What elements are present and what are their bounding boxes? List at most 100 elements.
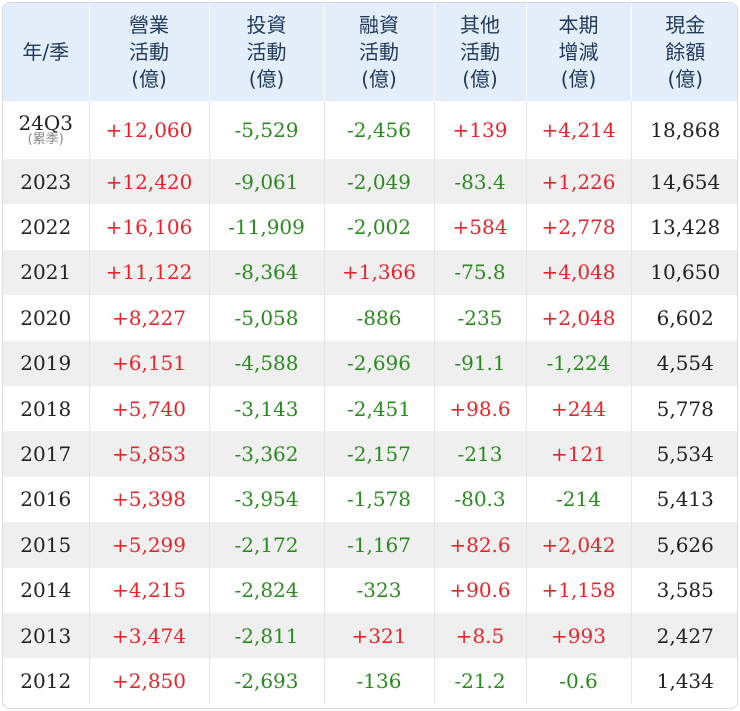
table-row: 2019 +6,151 -4,588 -2,696 -91.1 -1,224 4,554	[3, 340, 737, 386]
table-row: 2015 +5,299 -2,172 -1,167 +82.6 +2,042 5,626	[3, 522, 737, 568]
financing-cell: -1,578	[324, 476, 435, 523]
other-cell: +82.6	[434, 522, 527, 568]
investing-cell: -8,364	[209, 249, 325, 296]
period-cell: 2013	[3, 612, 90, 659]
period-cell: 2016	[3, 476, 90, 523]
financing-cell: +1,366	[324, 249, 435, 296]
header-change-line: 本期	[558, 12, 599, 37]
table-body: 24Q3 (累季) +12,060 -5,529 -2,456 +139 +4,214 18,…	[3, 101, 737, 704]
change-cell: +4,214	[526, 101, 632, 159]
operating-cell: +5,853	[89, 431, 210, 477]
header-operating-line: 活動	[129, 39, 169, 64]
operating-cell: +5,398	[89, 476, 210, 523]
header-operating-line: 營業	[129, 12, 169, 37]
operating-cell: +12,420	[89, 159, 210, 205]
period-cell: 2018	[3, 385, 90, 432]
operating-cell: +16,106	[89, 204, 210, 250]
financing-cell: -2,049	[324, 159, 435, 205]
operating-cell: +11,122	[89, 249, 210, 296]
investing-cell: -2,824	[209, 567, 325, 613]
period-label: 2021	[20, 260, 72, 285]
header-row: 年/季 營業 活動 (億) 投資 活動 (億) 融資 活動 (億) 其他 活動 (億) 本期 增減 (億) 現金…	[3, 3, 737, 101]
period-cell: 2021	[3, 249, 90, 296]
balance-cell: 5,534	[631, 431, 737, 477]
header-balance-line: 現金	[665, 12, 706, 37]
balance-cell: 5,413	[656, 487, 714, 512]
balance-cell: 1,434	[656, 668, 714, 693]
period-label: 2022	[20, 215, 72, 240]
balance-cell: 6,602	[656, 305, 714, 330]
header-financing-line: (億)	[361, 66, 397, 91]
table-row: 2012 +2,850 -2,693 -136 -21.2 -0.6 1,434	[3, 658, 737, 704]
header-change-line: (億)	[560, 66, 597, 91]
period-cell: 2015	[3, 522, 90, 568]
investing-cell: -2,693	[209, 658, 325, 704]
investing-cell: -3,362	[209, 431, 325, 477]
other-cell: +90.6	[434, 567, 527, 613]
balance-cell: 14,654	[631, 159, 737, 205]
change-cell: +993	[526, 612, 632, 659]
header-financing: 融資 活動 (億)	[324, 3, 435, 101]
header-investing-line: 活動	[246, 39, 287, 64]
period-cell: 2023	[3, 159, 90, 205]
operating-cell: +5,740	[89, 385, 210, 432]
table-row: 2018 +5,740 -3,143 -2,451 +98.6 +244 5,778	[3, 385, 737, 432]
period-cell: 2014	[3, 567, 90, 613]
other-cell: -235	[434, 295, 527, 341]
header-other-line: 其他	[460, 12, 500, 37]
investing-cell: -5,058	[209, 295, 325, 341]
other-cell: -213	[434, 431, 527, 477]
change-cell: -0.6	[526, 658, 632, 704]
header-investing-line: (億)	[248, 66, 285, 91]
header-other: 其他 活動 (億)	[434, 3, 527, 101]
table-row: 2022 +16,106 -11,909 -2,002 +584 +2,778 13,428	[3, 204, 737, 250]
period-label: 2020	[20, 305, 72, 330]
period-cell: 2020	[3, 295, 90, 341]
change-cell: +4,048	[526, 249, 632, 296]
financing-cell: -2,157	[324, 431, 435, 477]
operating-cell: +4,215	[89, 567, 210, 613]
period-cell: 2012	[3, 658, 90, 704]
period-note: (累季)	[27, 132, 64, 147]
period-label: 2013	[20, 623, 72, 648]
change-cell: -214	[526, 476, 632, 523]
table-row: 24Q3 (累季) +12,060 -5,529 -2,456 +139 +4,214 18,…	[3, 101, 737, 159]
balance-cell: 18,868	[650, 118, 721, 142]
table-row: 2014 +4,215 -2,824 -323 +90.6 +1,158 3,585	[3, 567, 737, 613]
balance-cell: 10,650	[631, 249, 737, 296]
investing-cell: -5,529	[209, 101, 325, 159]
investing-cell: -4,588	[209, 340, 325, 386]
financing-cell: -2,696	[324, 340, 435, 386]
investing-cell: -2,811	[209, 612, 325, 659]
balance-cell: 2,427	[631, 612, 737, 659]
financing-cell: -2,451	[324, 385, 435, 432]
other-cell: -80.3	[434, 476, 527, 523]
other-cell: -21.2	[434, 658, 527, 704]
header-balance-line: (億)	[667, 66, 704, 91]
header-period-line: 年/季	[22, 39, 70, 64]
financing-cell: +321	[324, 612, 435, 659]
other-cell: +98.6	[434, 385, 527, 432]
table-row: 2023 +12,420 -9,061 -2,049 -83.4 +1,226 14,654	[3, 159, 737, 205]
operating-cell: +12,060	[89, 101, 210, 159]
period-cell: 2019	[3, 340, 90, 386]
period-cell: 2017	[3, 431, 90, 477]
change-cell: -1,224	[526, 340, 632, 386]
period-label: 24Q3	[18, 111, 74, 135]
change-cell: +2,778	[526, 204, 632, 250]
header-period: 年/季	[3, 3, 90, 101]
investing-cell: -3,954	[209, 476, 325, 523]
period-label: 2014	[20, 578, 72, 603]
financing-cell: -2,456	[324, 101, 435, 159]
other-cell: +8.5	[434, 612, 527, 659]
header-operating-line: (億)	[131, 66, 167, 91]
period-label: 2016	[20, 487, 72, 512]
investing-cell: -9,061	[209, 159, 325, 205]
other-cell: +584	[434, 204, 527, 250]
table-row: 2017 +5,853 -3,362 -2,157 -213 +121 5,534	[3, 431, 737, 477]
change-cell: +121	[526, 431, 632, 477]
header-investing-line: 投資	[246, 12, 287, 37]
cash-flow-table: 年/季 營業 活動 (億) 投資 活動 (億) 融資 活動 (億) 其他 活動 (億) 本期 增減 (億) 現金…	[3, 3, 737, 704]
operating-cell: +8,227	[89, 295, 210, 341]
